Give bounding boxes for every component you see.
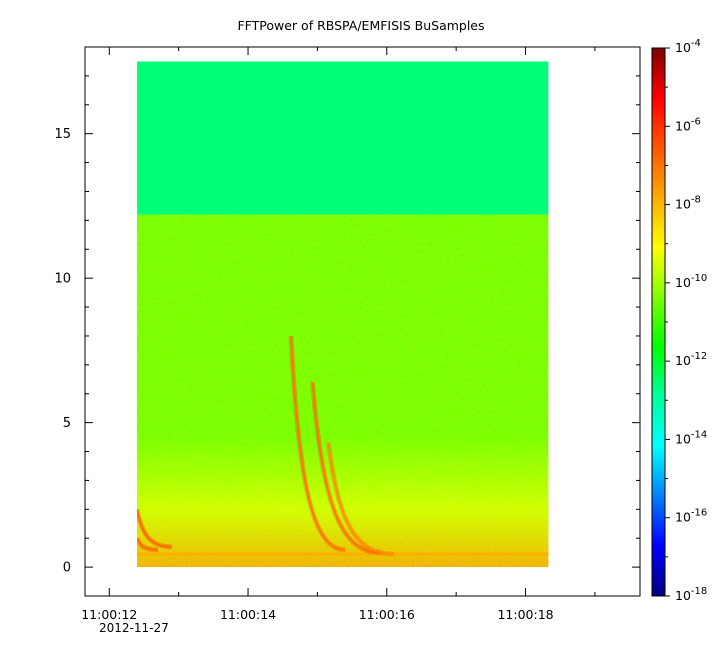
chart-title: FFTPower of RBSPA/EMFISIS BuSamples — [237, 18, 484, 33]
colorbar-tick-label: 10-14 — [675, 429, 707, 446]
feature-low-band-2 — [137, 537, 158, 551]
colorbar-tick-label: 10-16 — [675, 508, 707, 525]
colorbar-tick-label: 10-18 — [675, 586, 707, 603]
feature-chorus-rise-3 — [327, 442, 394, 556]
y-axis: 0 5 10 15 — [54, 46, 640, 597]
spectrogram-image — [137, 61, 549, 568]
x-tick-label: 11:00:16 — [359, 607, 415, 622]
colorbar-tick-label: 10-10 — [675, 273, 707, 290]
y-tick-label: 5 — [63, 416, 71, 431]
feature-low-band-1 — [137, 509, 172, 548]
x-tick-label: 11:00:18 — [497, 607, 553, 622]
x-tick-label: 11:00:14 — [220, 607, 276, 622]
colorbar-tick-label: 10-8 — [675, 195, 701, 212]
x-tick-label: 11:00:12 — [81, 607, 137, 622]
feature-chorus-rise-1 — [290, 335, 346, 551]
x-axis: 2012-11-27 11:00:12 11:00:14 11:00:16 11:00… — [81, 47, 596, 635]
colorbar-tick-label: 10-12 — [675, 351, 707, 368]
y-tick-label: 15 — [54, 127, 71, 142]
y-tick-label: 0 — [63, 561, 71, 576]
colorbar-axis: 10-4 10-6 10-8 10-10 10-12 10-14 10-16 10-18 — [665, 38, 707, 603]
colorbar — [651, 47, 666, 597]
colorbar-tick-label: 10-4 — [675, 38, 701, 55]
colorbar-tick-label: 10-6 — [675, 116, 701, 133]
x-tick-date-label: 2012-11-27 — [99, 621, 169, 635]
y-tick-label: 10 — [54, 272, 71, 287]
feature-chorus-rise-2 — [311, 382, 380, 554]
